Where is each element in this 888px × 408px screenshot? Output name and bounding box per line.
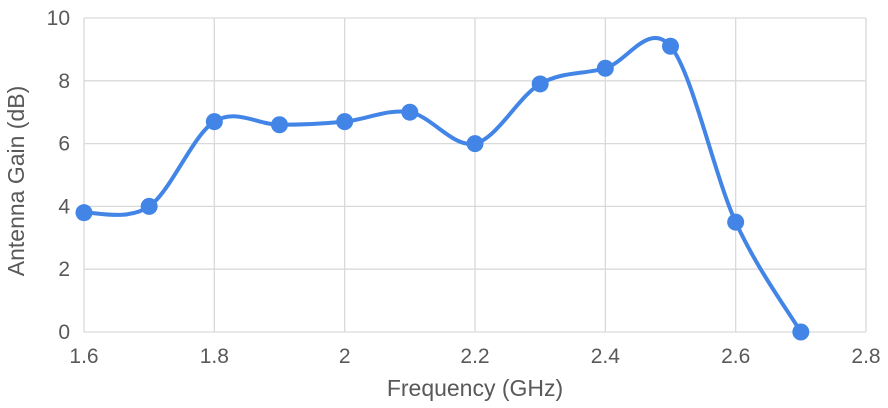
data-point xyxy=(75,204,93,222)
y-tick-label: 10 xyxy=(47,7,70,30)
y-tick-label: 4 xyxy=(58,195,70,218)
y-axis-title: Antenna Gain (dB) xyxy=(3,86,29,277)
y-tick-label: 6 xyxy=(58,133,70,156)
x-axis-title: Frequency (GHz) xyxy=(387,375,563,401)
x-tick-label: 2.6 xyxy=(721,345,750,368)
x-axis-tick-labels: 1.6 1.8 2 2.2 2.4 2.6 2.8 xyxy=(69,345,880,368)
y-tick-label: 8 xyxy=(58,70,70,93)
data-point xyxy=(466,135,484,153)
data-point xyxy=(531,75,549,93)
data-point xyxy=(271,116,288,134)
data-point xyxy=(336,113,354,131)
data-point xyxy=(727,213,745,231)
x-tick-label: 2 xyxy=(339,345,351,368)
y-axis-tick-labels: 0 2 4 6 8 10 xyxy=(47,7,71,344)
data-point xyxy=(401,103,419,121)
y-tick-label: 2 xyxy=(58,258,70,281)
series-layer xyxy=(75,36,810,341)
data-point xyxy=(205,113,223,131)
data-point xyxy=(792,323,810,341)
data-point xyxy=(596,59,614,77)
x-tick-label: 1.8 xyxy=(200,345,229,368)
data-point xyxy=(662,37,679,55)
y-tick-label: 0 xyxy=(58,321,70,344)
x-tick-label: 2.8 xyxy=(851,345,880,368)
x-tick-label: 1.6 xyxy=(69,345,98,368)
series-line xyxy=(82,36,803,334)
gridlines xyxy=(83,17,867,333)
x-tick-label: 2.2 xyxy=(460,345,489,368)
data-point xyxy=(140,197,158,215)
x-tick-label: 2.4 xyxy=(591,345,621,368)
